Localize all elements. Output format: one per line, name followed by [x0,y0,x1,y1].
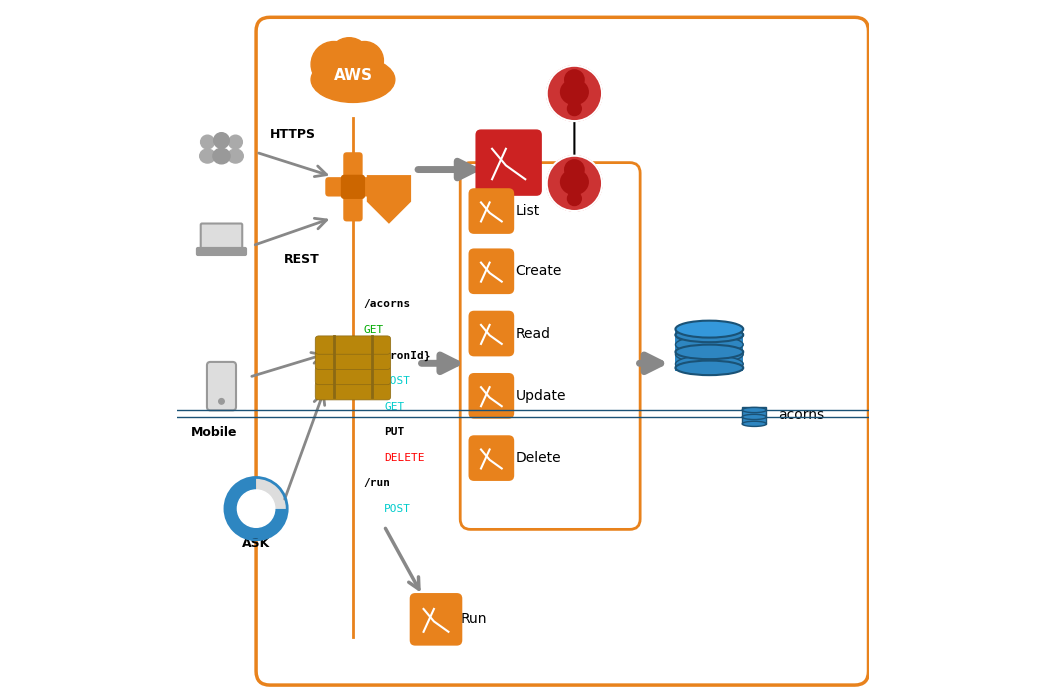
FancyBboxPatch shape [468,373,514,419]
FancyBboxPatch shape [256,17,868,685]
Text: DELETE: DELETE [385,453,424,463]
Circle shape [345,42,384,80]
Text: GET: GET [385,401,404,412]
Ellipse shape [200,149,215,163]
FancyBboxPatch shape [475,129,542,196]
FancyBboxPatch shape [341,175,365,199]
Text: Update: Update [515,389,566,403]
Ellipse shape [675,346,743,363]
Ellipse shape [213,148,230,164]
Text: Read: Read [515,327,551,340]
FancyBboxPatch shape [468,188,514,234]
FancyBboxPatch shape [741,330,743,369]
Text: /{acronId}: /{acronId} [364,350,431,361]
Wedge shape [225,477,287,540]
Ellipse shape [742,415,766,419]
Ellipse shape [742,408,766,412]
Circle shape [547,66,602,121]
Text: Delete: Delete [515,451,561,465]
Ellipse shape [228,149,243,163]
FancyBboxPatch shape [196,248,247,255]
Text: Mobile: Mobile [191,426,238,439]
Text: GET: GET [364,325,384,335]
FancyBboxPatch shape [675,328,743,372]
Text: Create: Create [515,264,562,278]
Circle shape [213,133,229,148]
FancyBboxPatch shape [316,351,391,370]
Text: REST: REST [284,253,320,266]
Circle shape [564,70,584,89]
Text: PUT: PUT [385,427,404,437]
Circle shape [311,42,356,87]
Circle shape [328,38,370,80]
FancyBboxPatch shape [343,152,363,221]
Ellipse shape [675,327,743,343]
Text: ASK: ASK [242,537,271,549]
Text: acorns: acorns [779,408,825,422]
FancyBboxPatch shape [460,163,641,529]
Circle shape [229,135,242,149]
FancyBboxPatch shape [468,435,514,481]
Ellipse shape [675,320,743,338]
FancyBboxPatch shape [316,336,391,354]
Ellipse shape [675,356,743,372]
FancyBboxPatch shape [468,248,514,294]
FancyBboxPatch shape [675,330,678,369]
Text: POST: POST [385,376,411,386]
FancyBboxPatch shape [207,362,236,410]
Text: /run: /run [364,478,391,489]
Circle shape [237,490,275,527]
Ellipse shape [560,80,588,104]
FancyBboxPatch shape [316,381,391,400]
Ellipse shape [675,328,743,343]
Circle shape [564,160,584,179]
Ellipse shape [675,361,743,375]
Text: Run: Run [460,612,487,626]
Ellipse shape [560,170,588,194]
Circle shape [567,102,581,116]
Circle shape [218,399,225,404]
Circle shape [567,192,581,206]
Polygon shape [367,175,411,224]
Circle shape [201,135,214,149]
FancyBboxPatch shape [325,177,380,197]
Text: POST: POST [385,504,411,513]
FancyBboxPatch shape [201,224,242,251]
Text: HTTPS: HTTPS [270,129,316,141]
Circle shape [547,156,602,211]
Text: /acorns: /acorns [364,300,411,309]
Ellipse shape [742,421,766,426]
FancyBboxPatch shape [316,366,391,385]
Wedge shape [256,477,287,509]
Text: AWS: AWS [333,69,372,83]
Ellipse shape [675,345,743,359]
Ellipse shape [675,336,743,353]
FancyBboxPatch shape [468,311,514,356]
Text: List: List [515,204,540,218]
FancyBboxPatch shape [410,593,462,646]
FancyBboxPatch shape [742,406,766,424]
Ellipse shape [311,57,395,102]
